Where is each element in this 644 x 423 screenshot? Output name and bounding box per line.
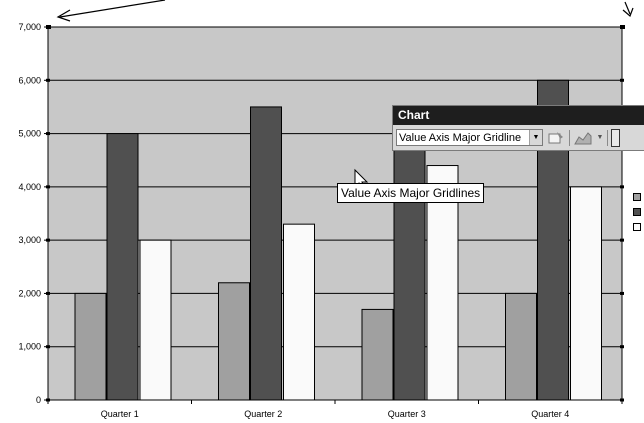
bar-series-2-quarter-2[interactable] — [250, 106, 282, 401]
bar-series-1-quarter-3[interactable] — [361, 308, 394, 401]
legend-button[interactable] — [611, 128, 620, 147]
bar-series-1-quarter-1[interactable] — [74, 292, 107, 401]
value-axis[interactable]: 7,000 6,000 5,000 4,000 3,000 2,000 1,000 0 — [18, 22, 49, 405]
chart-type-dropdown[interactable]: ▼ — [596, 134, 604, 141]
selection-handle-left[interactable] — [46, 25, 51, 29]
bar-series-3-quarter-4[interactable] — [570, 186, 602, 401]
toolbar-separator — [569, 129, 570, 146]
y-tick-label: 2,000 — [18, 288, 41, 298]
bar-series-3-quarter-2[interactable] — [283, 223, 315, 401]
toolbar-separator — [607, 129, 608, 146]
y-tick-label: 0 — [36, 395, 41, 405]
x-tick-label: Quarter 2 — [244, 409, 282, 419]
data-series[interactable] — [74, 79, 602, 401]
selection-handle-right[interactable] — [620, 25, 625, 29]
gridline-handle-right[interactable] — [620, 291, 624, 295]
chart-toolbar[interactable]: Chart Value Axis Major Gridline ▼ ▼ — [392, 105, 644, 151]
gridline-handle-right[interactable] — [620, 345, 624, 349]
chart-type-button[interactable] — [573, 129, 593, 147]
x-tick-label: Quarter 3 — [388, 409, 426, 419]
bar-series-3-quarter-1[interactable] — [139, 239, 172, 401]
gridline-handle-right[interactable] — [620, 78, 624, 82]
format-object-icon — [548, 131, 563, 143]
x-tick-label: Quarter 4 — [531, 409, 569, 419]
bar-series-3-quarter-3[interactable] — [426, 165, 459, 401]
bar-series-1-quarter-4[interactable] — [505, 292, 537, 401]
gridline-handle-right[interactable] — [620, 238, 624, 242]
toolbar-title[interactable]: Chart — [393, 106, 644, 125]
chart-objects-dropdown[interactable]: Value Axis Major Gridline ▼ — [396, 129, 543, 146]
toolbar-body: Value Axis Major Gridline ▼ ▼ — [393, 125, 644, 150]
tooltip-text: Value Axis Major Gridlines — [341, 186, 481, 200]
format-object-button[interactable] — [546, 129, 566, 147]
legend-key-1[interactable] — [633, 193, 641, 201]
chart-objects-value: Value Axis Major Gridline — [399, 131, 522, 144]
gridline-handle-right[interactable] — [620, 185, 624, 189]
y-tick-label: 3,000 — [18, 235, 41, 245]
annotation-arrow-right — [622, 1, 634, 18]
tooltip: Value Axis Major Gridlines — [337, 183, 485, 203]
category-axis[interactable]: Quarter 1 Quarter 2 Quarter 3 Quarter 4 — [47, 399, 623, 419]
y-tick-label: 7,000 — [18, 22, 41, 32]
chart-type-icon — [574, 131, 592, 144]
annotation-arrow-left — [56, 0, 166, 22]
bar-series-2-quarter-1[interactable] — [106, 133, 139, 401]
y-tick-label: 4,000 — [18, 182, 41, 192]
y-tick-label: 5,000 — [18, 129, 41, 139]
bar-series-1-quarter-2[interactable] — [218, 282, 250, 401]
legend-key-2[interactable] — [633, 208, 641, 216]
chevron-down-icon[interactable]: ▼ — [529, 130, 542, 145]
y-tick-label: 6,000 — [18, 75, 41, 85]
y-tick-label: 1,000 — [18, 342, 41, 352]
x-tick-label: Quarter 1 — [101, 409, 139, 419]
legend-key-3[interactable] — [633, 223, 641, 231]
